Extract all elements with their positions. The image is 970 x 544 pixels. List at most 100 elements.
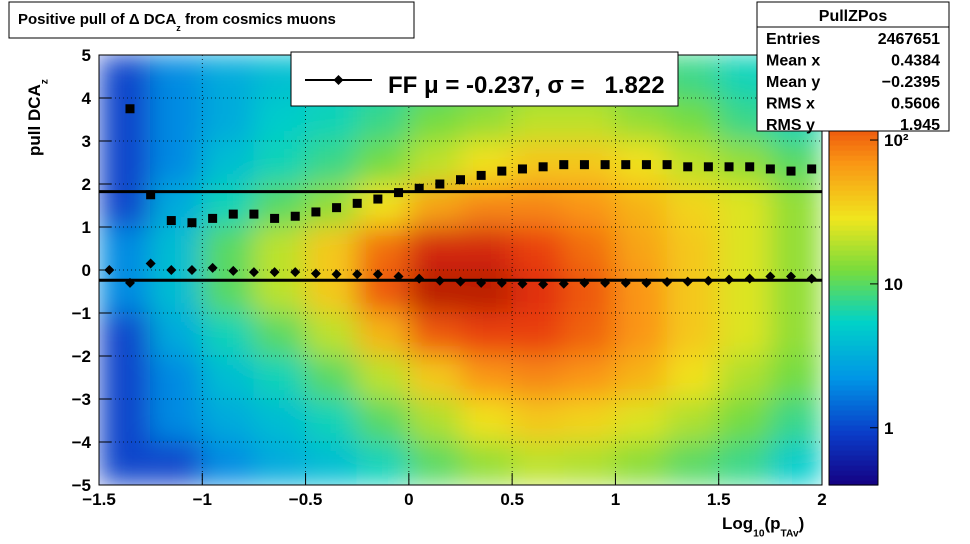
colorbar-step (829, 335, 878, 341)
profile-point (394, 188, 404, 198)
heat-cell (201, 97, 255, 142)
colorbar-step (829, 155, 878, 161)
profile-point (476, 277, 487, 288)
y-tick-label: −4 (72, 433, 92, 452)
colorbar-step (829, 240, 878, 246)
y-tick-label: −3 (72, 390, 91, 409)
colorbar-step (829, 385, 878, 391)
x-tick-label: 2 (817, 490, 826, 509)
heat-cell (201, 269, 255, 314)
stats-label: Entries (766, 31, 820, 48)
colorbar-step (829, 300, 878, 306)
heat-cell (99, 55, 152, 99)
profile-point (310, 268, 321, 279)
heat-cell (769, 312, 822, 357)
heat-cell (666, 312, 720, 357)
y-tick-label: 3 (82, 132, 91, 151)
heat-cell (150, 226, 203, 271)
heat-cell (614, 398, 668, 443)
colorbar-step (829, 180, 878, 186)
heat-cell (253, 226, 307, 271)
profile-point (538, 162, 548, 172)
profile-point (641, 160, 651, 170)
heat-cell (666, 226, 720, 271)
heat-cell (99, 441, 152, 485)
heat-cell (769, 140, 822, 185)
heat-cell (99, 355, 152, 400)
colorbar-step (829, 255, 878, 261)
heat-cell (666, 441, 720, 485)
colorbar-step (829, 315, 878, 321)
x-tick-label: 0.5 (500, 490, 524, 509)
heat-cell (201, 398, 255, 443)
heat-cell (563, 183, 616, 228)
profile-point (290, 211, 300, 221)
colorbar-step (829, 235, 878, 241)
profile-point (496, 277, 507, 288)
colorbar-step (829, 265, 878, 271)
heat-cell (408, 355, 461, 400)
colorbar-step (829, 195, 878, 201)
profile-point (352, 269, 363, 280)
x-tick-label: 0 (404, 490, 413, 509)
stats-value: 2467651 (878, 31, 940, 48)
heat-cell (563, 226, 616, 271)
label-part: 10 (753, 529, 765, 539)
heat-cell (150, 441, 203, 485)
heat-cell (201, 355, 255, 400)
heat-cell (666, 355, 720, 400)
colorbar-step (829, 425, 878, 431)
profile-point (641, 277, 652, 288)
colorbar-step (829, 295, 878, 301)
y-tick-label: −1 (72, 304, 91, 323)
colorbar-step (829, 245, 878, 251)
heat-cell (511, 140, 565, 185)
heat-cell (356, 140, 410, 185)
colorbar-step (829, 140, 878, 146)
heat-cell (408, 140, 461, 185)
colorbar-step (829, 205, 878, 211)
colorbar-step (829, 365, 878, 371)
heat-cell (718, 183, 771, 228)
colorbar-step (829, 160, 878, 166)
heat-cell (614, 312, 668, 357)
heat-cell (99, 140, 152, 185)
label-part: Log (722, 514, 753, 533)
heat-cell (511, 183, 565, 228)
heat-cell (769, 398, 822, 443)
profile-point (621, 160, 631, 170)
colorbar-step (829, 460, 878, 466)
colorbar-step (829, 250, 878, 256)
heat-cell (718, 226, 771, 271)
profile-point (207, 262, 218, 273)
profile-point (600, 277, 611, 288)
stats-value: 0.4384 (891, 53, 940, 70)
stats-rows: Entries 2467651 Mean x 0.4384 Mean y −0.2395 R… (766, 31, 940, 134)
heat-cell (150, 312, 203, 357)
stats-value: 1.945 (900, 117, 940, 134)
heat-cell (201, 226, 255, 271)
label-part: pull DCA (25, 84, 44, 156)
profile-point (620, 277, 631, 288)
heat-cell (614, 226, 668, 271)
profile-point (145, 258, 156, 269)
heat-cell (408, 226, 461, 271)
profile-point (166, 265, 177, 275)
profile-point (372, 269, 383, 280)
heat-cell (253, 441, 307, 485)
colorbar-step (829, 395, 878, 401)
y-tick-label: 2 (82, 175, 91, 194)
colorbar-step (829, 200, 878, 206)
chart-title: Positive pull of Δ DCAz from cosmics muo… (18, 11, 336, 33)
colorbar-step (829, 450, 878, 456)
colorbar-step (829, 380, 878, 386)
colorbar-step (829, 375, 878, 381)
label-part: ) (799, 514, 805, 533)
profile-point (786, 166, 796, 176)
colorbar-step (829, 175, 878, 181)
heat-cell (511, 269, 565, 314)
heat-cell (201, 312, 255, 357)
y-tick-label: 4 (82, 89, 92, 108)
label-part: z (176, 23, 181, 33)
colorbar-step (829, 325, 878, 331)
